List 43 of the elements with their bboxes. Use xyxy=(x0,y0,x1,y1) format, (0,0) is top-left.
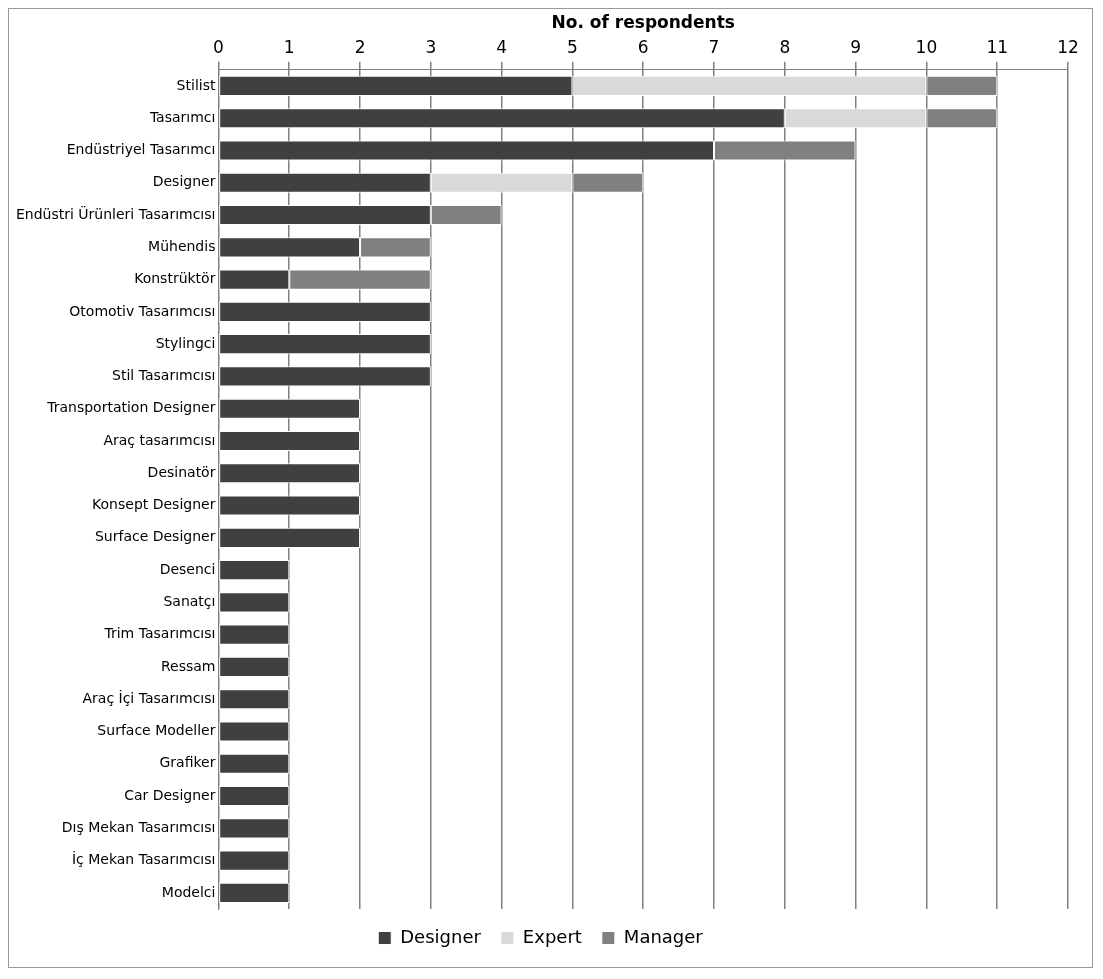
y-tick-label: Grafiker xyxy=(159,754,216,771)
x-tick-label: 0 xyxy=(213,37,224,58)
y-tick-label: Otomotiv Tasarımcısı xyxy=(69,302,216,319)
y-tick-label: Endüstri Ürünleri Tasarımcısı xyxy=(15,204,216,222)
x-tick-label: 3 xyxy=(425,37,437,58)
x-tick-label: 8 xyxy=(779,37,791,58)
x-tick-label: 9 xyxy=(850,37,862,58)
y-tick-label: Mühendis xyxy=(148,237,216,254)
y-tick-label: Trim Tasarımcısı xyxy=(103,625,216,642)
y-tick-label: Konstrüktör xyxy=(134,270,216,287)
y-tick-label: Car Designer xyxy=(124,786,216,803)
y-tick-label: Endüstriyel Tasarımcı xyxy=(66,141,216,158)
y-tick-label: Sanatçı xyxy=(163,593,216,610)
y-tick-label: Konsept Designer xyxy=(92,496,216,513)
x-tick-label: 6 xyxy=(637,37,649,58)
x-tick-label: 2 xyxy=(354,37,366,58)
y-tick-label: Dış Mekan Tasarımcısı xyxy=(61,818,216,835)
y-tick-label: Tasarımcı xyxy=(148,108,216,125)
y-tick-label: Surface Designer xyxy=(94,528,216,545)
legend-label: Expert xyxy=(522,925,582,947)
y-tick-label: Stylingci xyxy=(155,334,216,351)
x-tick-label: 5 xyxy=(567,37,578,58)
x-tick-label: 1 xyxy=(283,37,295,58)
y-tick-label: Stilist xyxy=(176,76,216,93)
x-axis-title: No. of respondents xyxy=(551,11,735,32)
y-tick-label: Desenci xyxy=(159,560,216,577)
x-tick-label: 11 xyxy=(986,37,1009,58)
y-tick-label: Designer xyxy=(152,173,216,190)
y-tick-label: Transportation Designer xyxy=(46,399,216,416)
legend-label: Designer xyxy=(400,925,482,947)
y-tick-label: Araç İçi Tasarımcısı xyxy=(82,688,216,706)
y-tick-label: Araç tasarımcısı xyxy=(103,431,216,448)
x-tick-label: 12 xyxy=(1057,37,1079,58)
x-tick-label: 7 xyxy=(708,37,720,58)
legend-label: Manager xyxy=(623,925,704,947)
y-tick-label: Modelci xyxy=(161,883,216,900)
y-tick-label: Stil Tasarımcısı xyxy=(112,367,216,384)
x-tick-label: 4 xyxy=(496,37,508,58)
x-tick-label: 10 xyxy=(915,37,938,58)
y-tick-label: İç Mekan Tasarımcısı xyxy=(71,850,216,868)
y-tick-label: Ressam xyxy=(160,657,216,674)
y-tick-label: Desinatör xyxy=(147,463,216,480)
y-tick-label: Surface Modeller xyxy=(97,722,216,739)
